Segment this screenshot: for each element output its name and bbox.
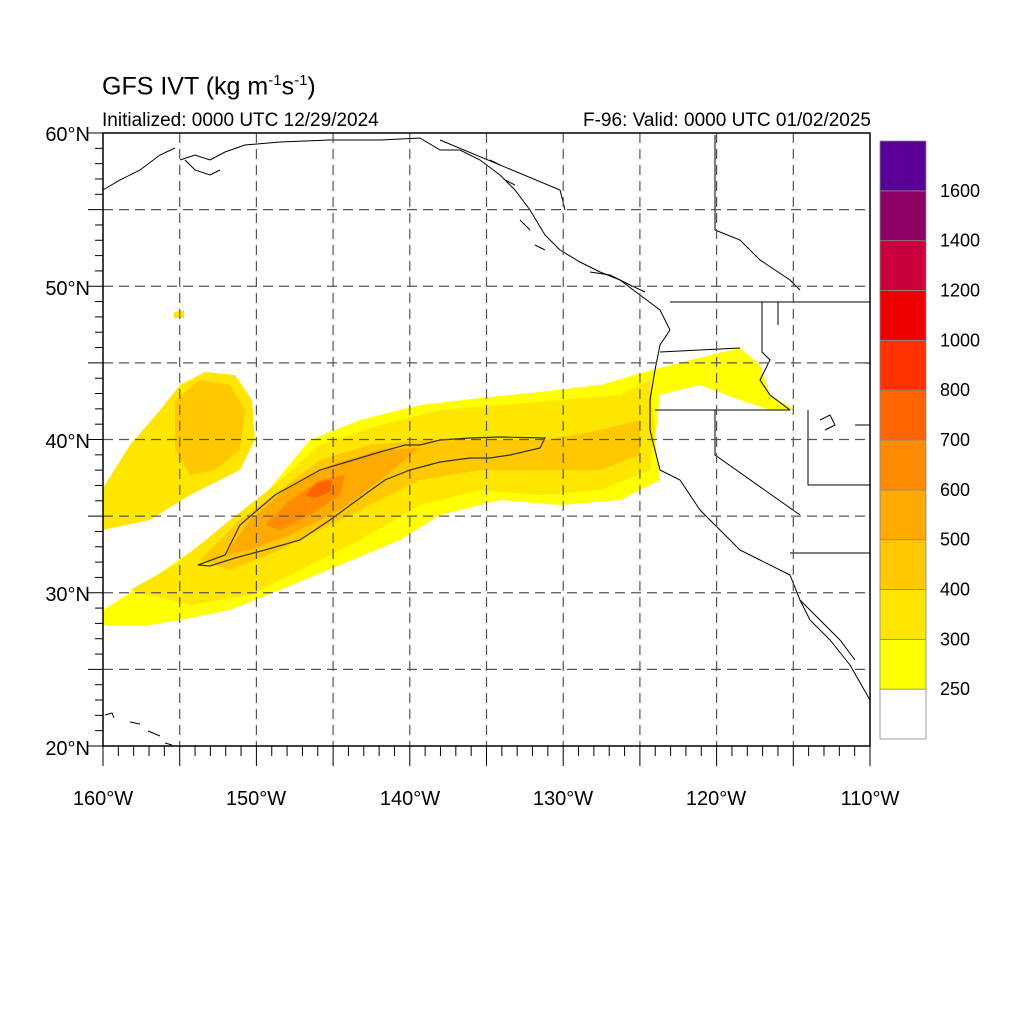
colorbar-swatch [879,339,927,391]
lat-label-30: 30°N [45,584,90,606]
nevada-border [714,410,801,516]
lon-label-160w: 160°W [73,788,133,810]
colorbar-label: 1600 [940,181,980,201]
colorbar-label: 1400 [940,231,980,251]
colorbar-label: 600 [940,480,970,500]
colorbar-label: 1200 [940,281,980,301]
lat-label-60: 60°N [45,124,90,146]
gridlines [103,133,870,746]
colorbar-label: 700 [940,430,970,450]
axis-ticks [88,132,871,766]
idaho-border [759,302,791,411]
bc-coast [559,249,671,331]
kodiak-island [184,159,221,176]
colorbar-label: 400 [940,580,970,600]
lon-label-140w: 140°W [380,788,440,810]
lon-label-110w: 110°W [841,788,900,810]
colorbar-swatch [879,240,927,291]
utah-border [807,410,870,486]
latitude-labels: 60°N 50°N 40°N 30°N 20°N [45,124,90,760]
ivt-region-main-400 [200,420,640,570]
canada-interior [714,135,801,291]
wyoming-border [855,362,871,426]
ivt-region-small [174,310,184,318]
initialized-time: Initialized: 0000 UTC 12/29/2024 [102,110,379,131]
washington-oregon-border [659,347,741,353]
colorbar-swatch [879,190,927,242]
baja-coast [799,599,856,661]
colorbar-swatch [879,688,927,740]
colorbar: 250 300 400 500 600 700 800 1000 1200 1400 1600 [879,140,980,740]
ivt-region-main-700 [305,480,332,498]
lat-label-20: 20°N [45,738,90,760]
colorbar-label: 300 [940,629,970,649]
colorbar-label: 500 [940,530,970,550]
lat-label-40: 40°N [45,431,90,453]
colorbar-label: 800 [940,380,970,400]
map-title: GFS IVT (kg m-1s-1) [102,72,316,101]
ivt-region-west-400 [175,380,245,475]
colorbar-swatch [879,539,927,590]
colorbar-swatch [879,290,927,341]
colorbar-swatch [879,389,927,441]
colorbar-swatch [879,589,927,640]
vancouver-island [589,271,646,293]
lon-label-150w: 150°W [226,788,286,810]
colorbar-swatch [879,638,927,690]
lon-label-130w: 130°W [533,788,593,810]
lat-label-50: 50°N [45,278,90,300]
colorbar-swatch [879,489,927,541]
hawaii-islands [104,712,173,746]
ivt-shading [103,310,795,625]
great-salt-lake [819,414,836,431]
alaska-coast [102,137,561,251]
lon-label-120w: 120°W [686,788,746,810]
colorbar-swatch [879,439,927,491]
colorbar-label: 250 [940,679,970,699]
colorbar-label: 1000 [940,330,980,350]
valid-time: F-96: Valid: 0000 UTC 01/02/2025 [583,110,871,131]
colorbar-swatch [879,140,927,192]
ivt-contour-500 [197,436,546,567]
longitude-labels: 160°W 150°W 140°W 130°W 120°W 110°W [73,788,900,810]
us-west-coast [649,329,871,701]
